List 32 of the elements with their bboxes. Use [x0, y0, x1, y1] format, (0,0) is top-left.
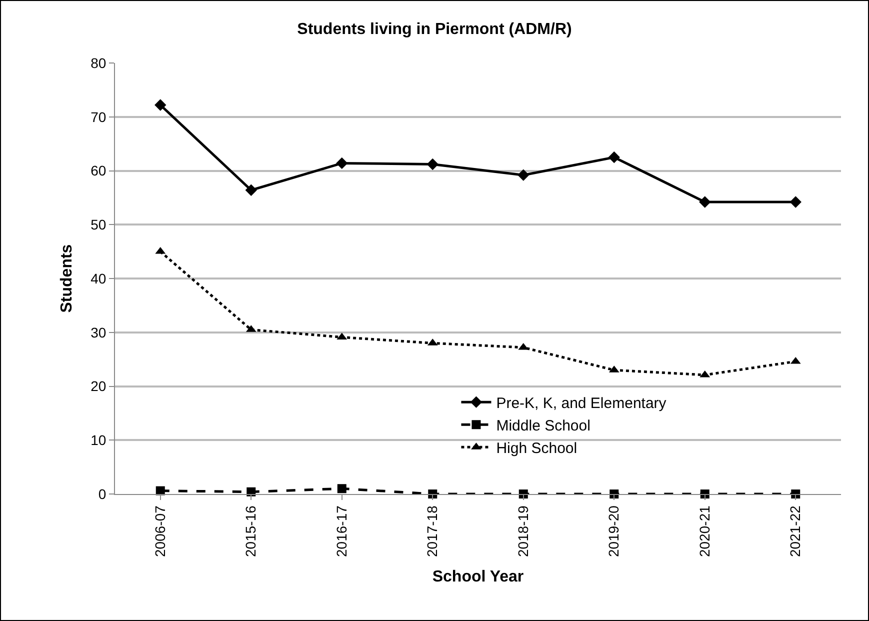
x-tick-label: 2020-21 — [696, 505, 712, 557]
y-tick-label: 50 — [90, 216, 106, 233]
x-tick-label: 2006-07 — [152, 505, 168, 557]
x-tick-label: 2016-17 — [333, 505, 350, 557]
point — [337, 484, 346, 494]
x-tick-label: 2021-22 — [787, 505, 804, 557]
y-tick-label: 10 — [90, 432, 106, 448]
point — [790, 196, 802, 208]
point — [154, 99, 166, 111]
y-tick-label: 80 — [90, 54, 106, 71]
y-tick-label: 20 — [90, 378, 106, 394]
x-tick-label: 2018-19 — [514, 505, 531, 557]
x-axis-title: School Year — [432, 568, 524, 586]
legend-label: High School — [496, 440, 578, 457]
legend-label: Middle School — [496, 417, 590, 434]
point — [336, 157, 348, 170]
legend-label: Pre-K, K, and Elementary — [496, 394, 667, 412]
point — [245, 184, 257, 196]
y-axis-title: Students — [58, 244, 76, 313]
point — [608, 151, 620, 164]
y-tick-label: 0 — [98, 486, 106, 502]
point — [518, 169, 530, 181]
point — [426, 158, 438, 170]
chart-title: Students living in Piermont (ADM/R) — [297, 20, 572, 38]
y-tick-label: 60 — [90, 162, 106, 179]
x-tick-label: 2017-18 — [424, 505, 440, 557]
y-tick-label: 30 — [90, 324, 106, 340]
y-tick-label: 70 — [90, 108, 106, 125]
x-tick-label: 2015-16 — [242, 505, 259, 557]
y-tick-label: 40 — [90, 270, 106, 286]
x-tick-label: 2019-20 — [606, 505, 622, 557]
point — [699, 196, 711, 208]
